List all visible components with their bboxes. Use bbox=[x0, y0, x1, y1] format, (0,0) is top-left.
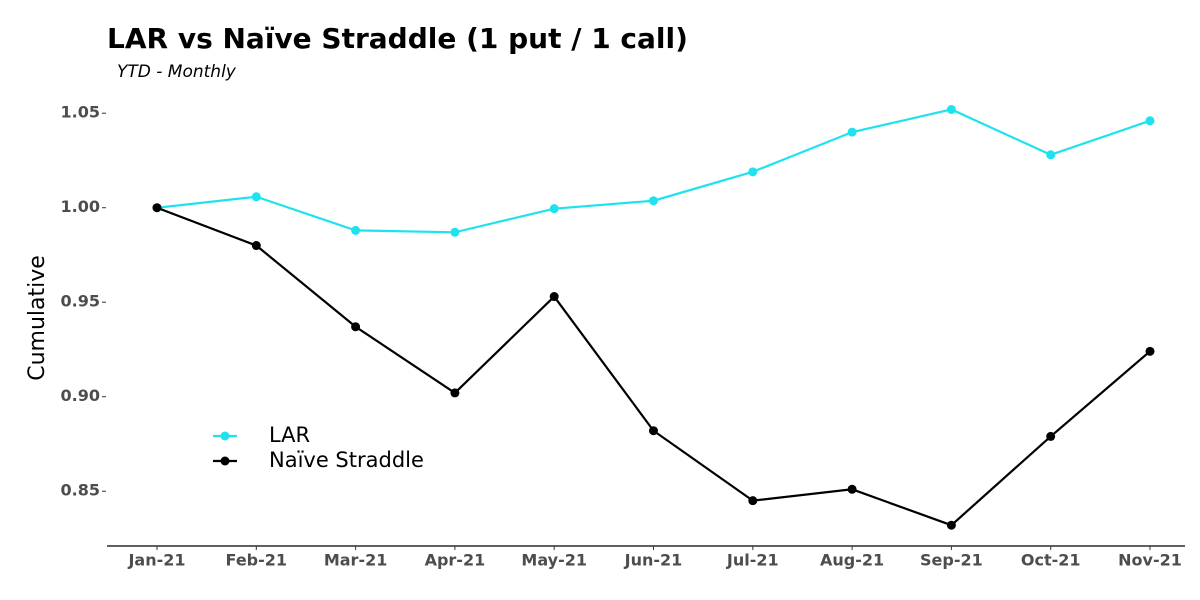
data-point bbox=[450, 227, 460, 237]
data-point bbox=[649, 196, 658, 206]
data-point bbox=[946, 104, 956, 114]
data-point bbox=[1046, 431, 1056, 441]
x-tick-label: Nov-21 bbox=[1118, 551, 1182, 570]
y-tick-label: 1.00 bbox=[61, 197, 100, 216]
x-tick-label: Jul-21 bbox=[726, 551, 779, 570]
y-tick-label: 1.05 bbox=[61, 103, 100, 122]
data-point bbox=[351, 225, 361, 235]
data-point bbox=[1145, 116, 1155, 126]
series-line bbox=[156, 206, 1151, 527]
data-point bbox=[152, 203, 162, 213]
data-point bbox=[351, 322, 361, 332]
x-tick-label: Sep-21 bbox=[920, 551, 983, 570]
chart-title: LAR vs Naïve Straddle (1 put / 1 call) bbox=[107, 22, 688, 55]
x-tick-label: Mar-21 bbox=[324, 551, 388, 570]
data-point bbox=[549, 204, 559, 214]
y-tick-label: 0.85 bbox=[61, 481, 100, 500]
legend-marker bbox=[220, 431, 230, 441]
data-point bbox=[450, 388, 460, 398]
data-point bbox=[1046, 150, 1056, 160]
data-point bbox=[251, 192, 261, 202]
data-point bbox=[748, 167, 758, 177]
legend-marker bbox=[220, 456, 230, 466]
data-point bbox=[748, 496, 758, 506]
chart-subtitle: YTD - Monthly bbox=[117, 62, 237, 82]
data-point bbox=[251, 241, 261, 251]
legend-label: Naïve Straddle bbox=[269, 448, 424, 472]
x-tick-label: Feb-21 bbox=[226, 551, 288, 570]
x-tick-label: Apr-21 bbox=[425, 551, 486, 570]
data-point bbox=[847, 484, 857, 494]
x-tick-label: Jun-21 bbox=[624, 551, 683, 570]
data-point bbox=[549, 292, 559, 302]
legend-label: LAR bbox=[269, 423, 310, 447]
data-point bbox=[946, 520, 956, 530]
y-axis-title: Cumulative bbox=[25, 255, 50, 381]
series-line bbox=[156, 108, 1151, 234]
x-tick-label: May-21 bbox=[521, 551, 587, 570]
data-point bbox=[649, 426, 658, 436]
y-tick-label: 0.90 bbox=[61, 386, 100, 405]
x-tick-label: Aug-21 bbox=[820, 551, 884, 570]
data-point bbox=[1145, 346, 1155, 356]
x-tick-label: Jan-21 bbox=[127, 551, 185, 570]
y-tick-label: 0.95 bbox=[61, 292, 100, 311]
data-point bbox=[847, 127, 857, 137]
x-tick-label: Oct-21 bbox=[1021, 551, 1081, 570]
